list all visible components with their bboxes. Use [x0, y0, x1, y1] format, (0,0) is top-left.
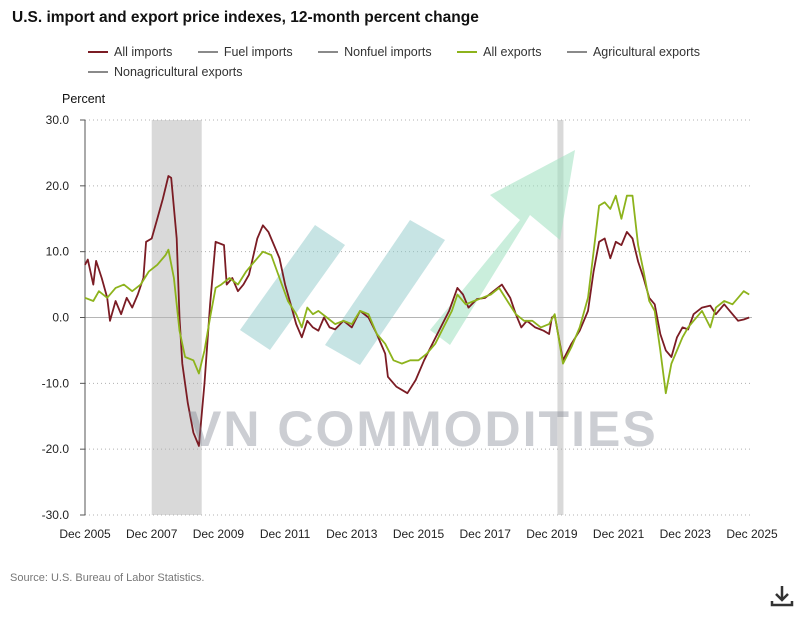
tick-labels: 30.0 20.0 10.0 0.0 -10.0 -20.0 -30.0 Dec 2005 De… [42, 113, 778, 541]
watermark-text: VN COMMODITIES [188, 401, 658, 457]
x-tick-label: Dec 2011 [260, 527, 311, 541]
axes [80, 119, 86, 516]
legend-swatch-nonfuel-imports [318, 51, 339, 53]
series-line-all-imports [84, 175, 750, 447]
legend-label: All exports [483, 45, 542, 59]
y-tick-label: 10.0 [46, 245, 70, 259]
legend-swatch-all-exports [457, 51, 478, 53]
watermark-stroke-1 [240, 225, 345, 350]
y-tick-label: 20.0 [46, 179, 70, 193]
legend-label: Fuel imports [223, 45, 293, 59]
series-lines [84, 175, 750, 447]
legend-item-nonfuel-imports[interactable]: Nonfuel imports [318, 43, 432, 61]
legend-item-all-imports[interactable]: All imports [88, 43, 172, 61]
grid-lines [85, 119, 752, 516]
legend-item-fuel-imports[interactable]: Fuel imports [197, 43, 293, 61]
x-tick-label: Dec 2025 [726, 527, 778, 541]
legend-item-agricultural-exports[interactable]: Agricultural exports [566, 43, 700, 61]
y-tick-label: -10.0 [42, 376, 70, 390]
legend-swatch-fuel-imports [197, 51, 218, 53]
legend-label: Nonagricultural exports [114, 65, 243, 79]
legend-swatch-nonagricultural-exports [88, 71, 108, 73]
x-tick-label: Dec 2005 [59, 527, 111, 541]
x-tick-label: Dec 2019 [526, 527, 578, 541]
y-tick-label: 0.0 [52, 311, 69, 325]
x-tick-label: Dec 2007 [126, 527, 178, 541]
x-tick-label: Dec 2009 [193, 527, 245, 541]
watermark-stroke-2 [325, 220, 445, 365]
y-axis-label: Percent [62, 92, 106, 106]
x-tick-label: Dec 2013 [326, 527, 378, 541]
legend: All imports Fuel imports Nonfuel imports… [88, 42, 748, 82]
legend-label: Nonfuel imports [344, 45, 432, 59]
watermark-arrow [430, 150, 575, 345]
y-tick-label: -30.0 [42, 508, 70, 522]
legend-item-nonagricultural-exports[interactable]: Nonagricultural exports [88, 63, 243, 81]
chart-title: U.S. import and export price indexes, 12… [12, 9, 479, 26]
source-note: Source: U.S. Bureau of Labor Statistics. [10, 572, 205, 584]
download-button[interactable] [768, 582, 796, 610]
x-tick-label: Dec 2023 [660, 527, 712, 541]
legend-label: Agricultural exports [592, 45, 700, 59]
watermark-arrow-graphic [240, 150, 575, 365]
y-tick-label: -20.0 [42, 442, 70, 456]
x-tick-label: Dec 2015 [393, 527, 445, 541]
series-line-all-exports [84, 194, 750, 395]
download-icon [770, 586, 794, 607]
legend-swatch-agricultural-exports [566, 51, 587, 53]
legend-swatch-all-imports [88, 51, 108, 53]
legend-item-all-exports[interactable]: All exports [457, 43, 541, 61]
legend-label: All imports [114, 45, 173, 59]
x-tick-label: Dec 2021 [593, 527, 645, 541]
y-tick-label: 30.0 [46, 113, 70, 127]
x-tick-label: Dec 2017 [460, 527, 512, 541]
